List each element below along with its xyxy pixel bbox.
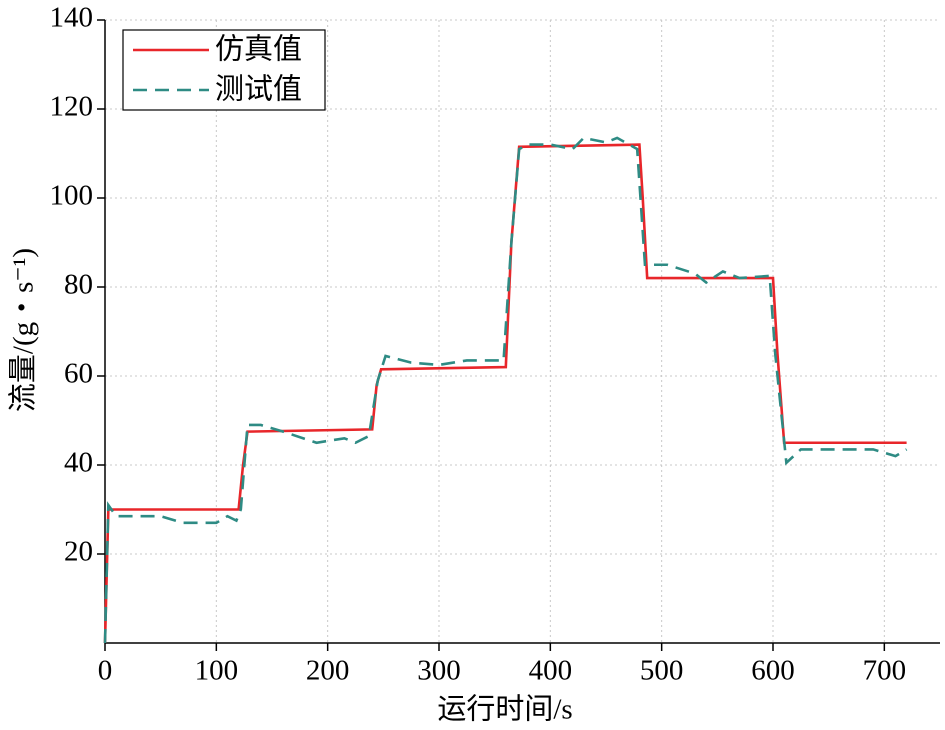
y-tick-label: 140 — [50, 2, 94, 34]
x-tick-label: 600 — [751, 655, 795, 687]
y-tick-label: 60 — [64, 358, 93, 390]
x-tick-label: 200 — [306, 655, 350, 687]
y-tick-label: 100 — [50, 180, 94, 212]
legend-box — [122, 29, 326, 111]
x-tick-label: 100 — [195, 655, 239, 687]
x-axis-label: 运行时间/s — [437, 693, 572, 726]
legend-label: 测试值 — [215, 73, 302, 106]
y-tick-label: 40 — [64, 447, 93, 479]
y-tick-label: 80 — [64, 269, 93, 301]
data-line — [103, 143, 907, 644]
x-tick-label: 700 — [863, 655, 907, 687]
x-tick-label: 400 — [529, 655, 573, 687]
y-tick-label: 120 — [50, 91, 94, 123]
y-axis-label: 流量/(g・s⁻¹) — [7, 248, 40, 412]
legend-label: 仿真值 — [215, 33, 302, 66]
x-tick-label: 500 — [640, 655, 684, 687]
data-line — [103, 136, 908, 644]
x-tick-label: 0 — [98, 655, 113, 687]
x-tick-label: 300 — [417, 655, 461, 687]
y-tick-label: 20 — [64, 536, 93, 568]
